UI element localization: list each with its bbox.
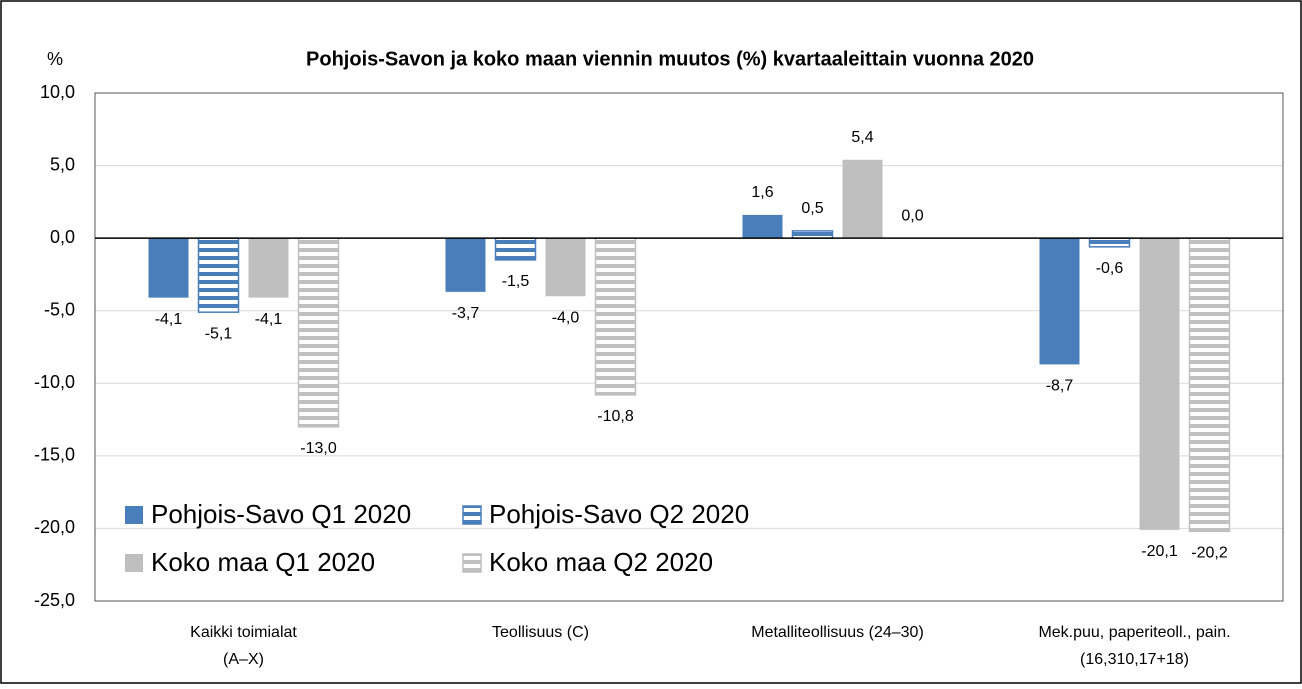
bar	[742, 214, 783, 239]
bar	[594, 237, 637, 396]
plot-frame	[94, 92, 1284, 602]
legend-swatch	[462, 505, 482, 525]
x-tick-label-line: Metalliteollisuus (24–30)	[751, 624, 924, 641]
y-tick-label: 10,0	[40, 82, 75, 102]
data-label: -4,1	[155, 311, 183, 328]
data-label: 0,0	[901, 207, 923, 224]
bar	[1188, 237, 1231, 533]
x-tick-label-line: Mek.puu, paperiteoll., pain.	[1038, 624, 1230, 641]
data-label: -20,2	[1191, 545, 1228, 562]
x-tick-label: Teollisuus (C)	[492, 624, 589, 641]
bar	[1139, 238, 1180, 530]
data-label: -20,1	[1141, 543, 1178, 560]
bar	[842, 159, 883, 239]
data-label: 0,5	[801, 200, 823, 217]
legend-label: Pohjois-Savo Q2 2020	[489, 499, 749, 529]
bar	[297, 237, 340, 428]
bar	[1088, 237, 1131, 248]
legend-label: Koko maa Q2 2020	[489, 547, 713, 577]
y-tick-label: -5,0	[44, 299, 75, 319]
data-label: -4,0	[552, 309, 580, 326]
data-label: -4,1	[255, 311, 283, 328]
y-tick-label: -25,0	[34, 590, 75, 610]
y-tick-label: 5,0	[50, 154, 75, 174]
x-tick-label-line: Kaikki toimialat	[190, 624, 297, 641]
data-label: -13,0	[300, 440, 337, 457]
data-label: -8,7	[1046, 378, 1074, 395]
x-tick-label: Kaikki toimialat (A–X)	[190, 624, 297, 668]
legend-swatch	[462, 553, 482, 573]
bar	[545, 238, 586, 297]
y-tick-label: 0,0	[50, 227, 75, 247]
y-axis-label: %	[47, 49, 63, 69]
data-label: -5,1	[205, 325, 233, 342]
y-tick-label: -15,0	[34, 445, 75, 465]
bar	[197, 237, 240, 313]
bar	[791, 230, 834, 239]
bar	[148, 238, 189, 298]
x-tick-label-line: (16,310,17+18)	[1080, 651, 1189, 668]
x-tick-label: Mek.puu, paperiteoll., pain. (16,310,17+1…	[1038, 624, 1230, 668]
data-label: -3,7	[452, 305, 480, 322]
bar	[494, 237, 537, 261]
x-tick-label: Metalliteollisuus (24–30)	[751, 624, 924, 641]
legend-swatch	[125, 506, 143, 524]
data-label: -1,5	[502, 273, 530, 290]
bar	[248, 238, 289, 298]
bar	[445, 238, 486, 292]
legend-label: Koko maa Q1 2020	[151, 547, 375, 577]
data-label: 1,6	[751, 184, 773, 201]
data-label: -10,8	[597, 408, 634, 425]
legend-label: Pohjois-Savo Q1 2020	[151, 499, 411, 529]
chart-title: Pohjois-Savon ja koko maan viennin muuto…	[306, 48, 1034, 70]
x-tick-label-line: Teollisuus (C)	[492, 624, 589, 641]
data-label: 5,4	[851, 129, 873, 146]
y-tick-label: -20,0	[34, 517, 75, 537]
y-tick-label: -10,0	[34, 372, 75, 392]
data-label: -0,6	[1096, 260, 1124, 277]
legend-swatch	[125, 554, 143, 572]
bar	[1039, 238, 1080, 365]
x-tick-label-line: (A–X)	[223, 651, 264, 668]
